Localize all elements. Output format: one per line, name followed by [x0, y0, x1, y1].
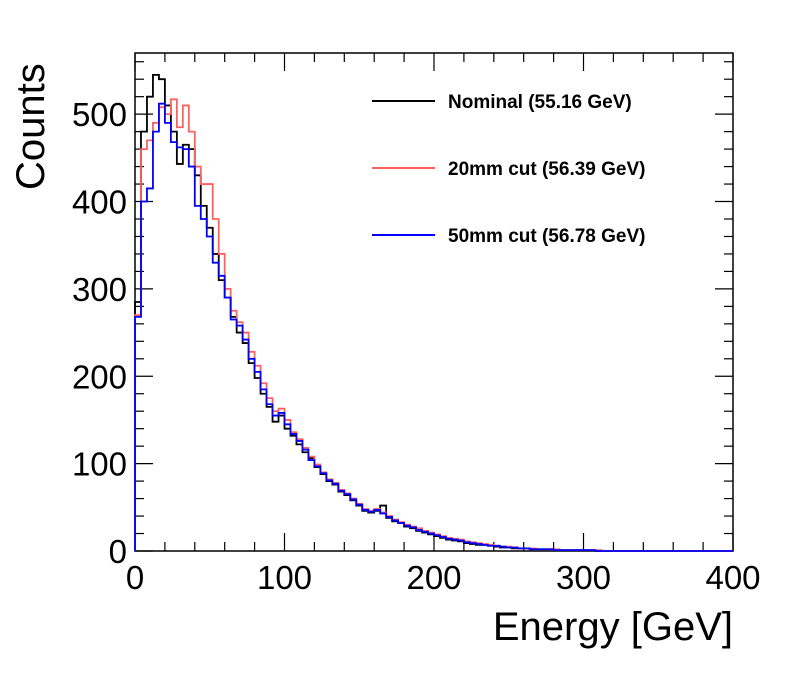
y-tick-label: 500	[72, 96, 127, 133]
y-tick-label: 300	[72, 271, 127, 308]
y-tick-label: 400	[72, 184, 127, 221]
plot-frame	[134, 52, 734, 552]
x-tick-label: 100	[257, 559, 312, 596]
legend-entry-label: Nominal (55.16 GeV)	[448, 92, 632, 113]
histogram-series-3	[134, 102, 733, 552]
x-tick-label: 200	[406, 559, 461, 596]
y-tick-label: 100	[72, 446, 127, 483]
axis-ticks	[134, 53, 734, 552]
legend-entry-label: 50mm cut (56.78 GeV)	[448, 226, 645, 247]
x-tick-label: 0	[126, 559, 144, 596]
legend: Nominal (55.16 GeV) 20mm cut (56.39 GeV) 5…	[372, 92, 645, 247]
y-tick-label: 0	[109, 533, 127, 570]
series-layer	[134, 73, 733, 552]
histogram-series-1	[134, 73, 733, 552]
x-axis-title: Energy [GeV]	[493, 605, 733, 649]
legend-entry-label: 20mm cut (56.39 GeV)	[448, 159, 645, 180]
x-tick-label: 400	[705, 559, 760, 596]
y-tick-label: 200	[72, 358, 127, 395]
y-axis-title: Counts	[9, 63, 53, 190]
x-tick-label: 300	[556, 559, 611, 596]
tick-labels: 0 100 200 300 400 0 100 200 300 400 500	[72, 96, 761, 596]
